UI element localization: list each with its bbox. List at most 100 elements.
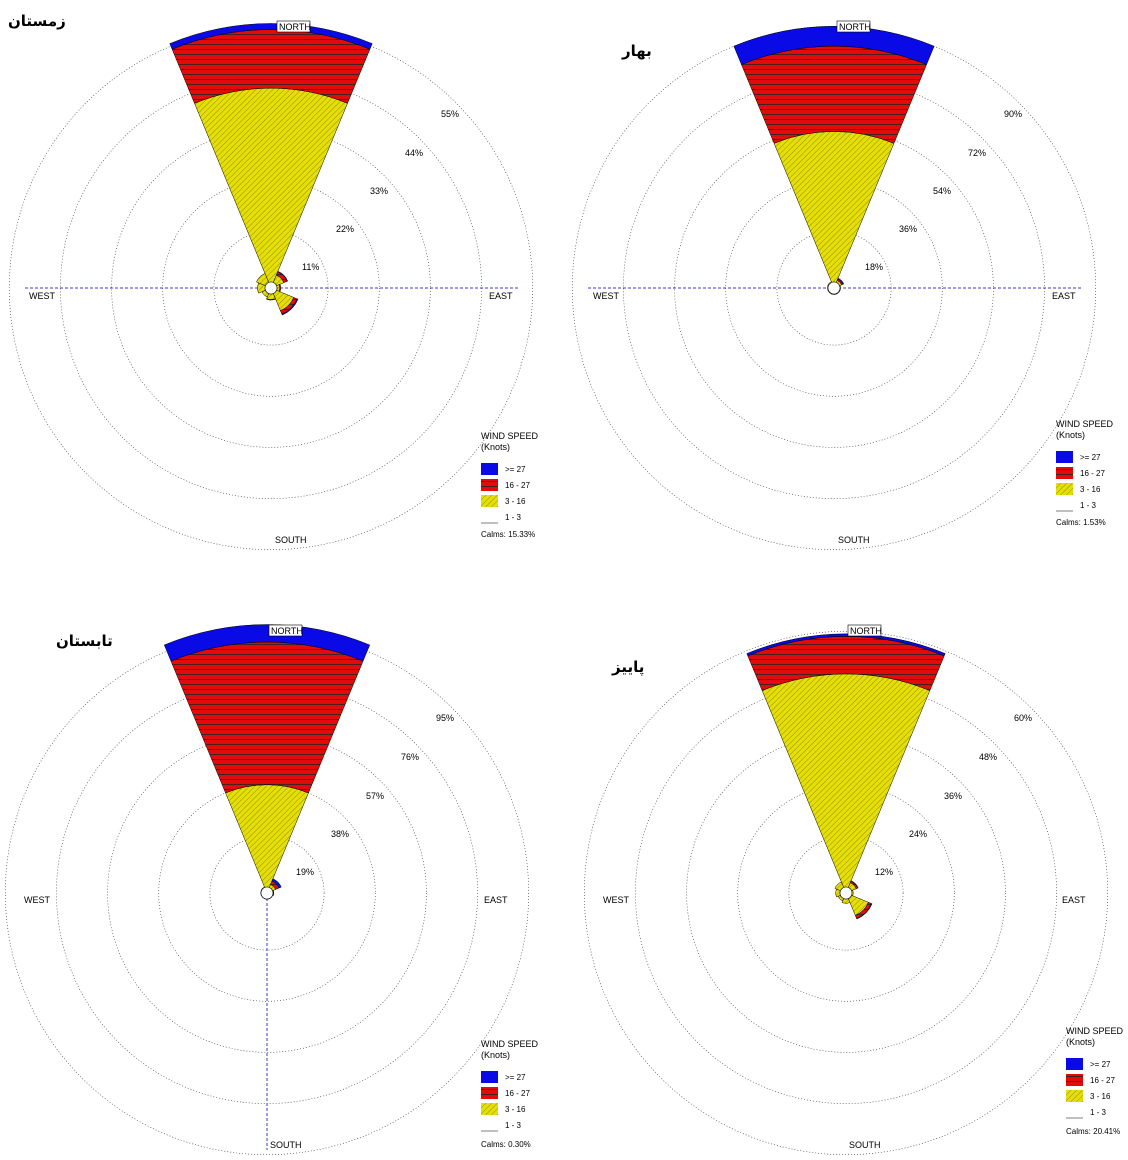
grid-ring xyxy=(623,77,1045,499)
petals-1 xyxy=(169,23,373,316)
petals-3 xyxy=(163,624,371,900)
legend-item: >= 27 xyxy=(1080,453,1101,462)
grid-ring xyxy=(571,25,1097,551)
calm-centre xyxy=(827,281,841,295)
petal-ge27-ne xyxy=(277,270,289,282)
petal-16-27-e xyxy=(272,890,275,896)
legend-swatch-3-16 xyxy=(481,1103,498,1115)
petal-ge27-n xyxy=(733,26,935,65)
petal-16-27-n xyxy=(170,641,364,794)
grid-ring xyxy=(737,784,955,1002)
legend-3: WIND SPEED (Knots) >= 27 16 - 27 3 - 16 … xyxy=(481,1039,539,1149)
east-label-2: EAST xyxy=(1052,291,1076,301)
legend-item: >= 27 xyxy=(505,1073,526,1082)
petals-4 xyxy=(746,633,946,920)
calms-label-4: Calms: 20.41% xyxy=(1066,1127,1120,1136)
legend-item: 16 - 27 xyxy=(505,1089,530,1098)
legend-swatch-16-27 xyxy=(1066,1074,1083,1086)
east-label-1: EAST xyxy=(489,291,513,301)
legend-2: WIND SPEED (Knots) >= 27 16 - 27 3 - 16 … xyxy=(1056,419,1114,527)
petal-3-16-n xyxy=(761,673,931,888)
grid-ring xyxy=(583,630,1109,1156)
legend-title: WIND SPEED xyxy=(481,1039,539,1049)
petal-16-27-n xyxy=(741,45,927,144)
calm-centre xyxy=(839,886,853,900)
wind-rose-panel-1: زمستان 11% 22% 33% 44% 55% NORTH WEST EA… xyxy=(8,12,539,551)
ring-label: 19% xyxy=(296,867,314,877)
north-label-1: NORTH xyxy=(279,22,311,32)
wind-rose-panel-2: بهار 18% 36% 54% 72% 90% NORTH WEST EAST… xyxy=(571,20,1114,551)
east-label-4: EAST xyxy=(1062,895,1086,905)
north-label-3: NORTH xyxy=(271,626,303,636)
ring-label: 90% xyxy=(1004,109,1022,119)
petal-ge27-n xyxy=(169,23,373,50)
season-title-2: بهار xyxy=(621,42,652,60)
ring-label: 57% xyxy=(366,791,384,801)
legend-swatch-ge27 xyxy=(481,1071,498,1083)
petal-16-27-s xyxy=(266,298,276,301)
petal-ge27-se xyxy=(281,298,299,316)
legend-swatch-16-27 xyxy=(1056,467,1073,479)
calms-label-3: Calms: 0.30% xyxy=(481,1140,531,1149)
ring-label: 36% xyxy=(899,224,917,234)
north-label-box-3 xyxy=(268,624,303,637)
legend-item: 16 - 27 xyxy=(1090,1076,1115,1085)
wind-rose-panel-3: تابستان 19% 38% 57% 76% 95% NORTH WEST E… xyxy=(4,624,539,1156)
wind-rose-panel-4: پاییز 12% 24% 36% 48% 60% NORTH WEST EAS… xyxy=(583,624,1124,1156)
legend-swatch-3-16 xyxy=(1056,483,1073,495)
legend-item: 1 - 3 xyxy=(1090,1108,1107,1117)
legend-item: 1 - 3 xyxy=(505,1121,522,1130)
ring-label: 60% xyxy=(1014,713,1032,723)
calms-label-1: Calms: 15.33% xyxy=(481,530,535,539)
south-label-3: SOUTH xyxy=(270,1140,302,1150)
ring-labels-1: 11% 22% 33% 44% 55% xyxy=(302,109,459,272)
petal-ge27-n xyxy=(746,633,946,657)
calm-centre xyxy=(260,886,274,900)
legend-swatch-16-27 xyxy=(481,1087,498,1099)
grid-ring xyxy=(158,784,376,1002)
ring-label: 76% xyxy=(401,752,419,762)
north-label-box-4 xyxy=(847,624,882,637)
legend-item: 3 - 16 xyxy=(1090,1092,1111,1101)
legend-subtitle: (Knots) xyxy=(1056,430,1085,440)
legend-title: WIND SPEED xyxy=(481,431,539,441)
petal-3-16-n xyxy=(773,131,895,283)
legend-subtitle: (Knots) xyxy=(481,442,510,452)
legend-swatch-ge27 xyxy=(1066,1058,1083,1070)
north-label-box-1 xyxy=(276,20,311,33)
ring-label: 38% xyxy=(331,829,349,839)
grid-ring xyxy=(8,25,534,551)
south-label-1: SOUTH xyxy=(275,535,307,545)
calm-centre xyxy=(264,281,278,295)
legend-swatch-ge27 xyxy=(1056,451,1073,463)
west-label-2: WEST xyxy=(593,291,620,301)
petal-ge27-ne xyxy=(271,878,282,889)
legend-title: WIND SPEED xyxy=(1056,419,1114,429)
ring-label: 95% xyxy=(436,713,454,723)
legend-4: WIND SPEED (Knots) >= 27 16 - 27 3 - 16 … xyxy=(1066,1026,1124,1136)
petal-3-16-n xyxy=(194,87,348,283)
ring-label: 48% xyxy=(979,752,997,762)
legend-item: 1 - 3 xyxy=(1080,501,1097,510)
season-title-1: زمستان xyxy=(8,12,66,30)
ring-label: 22% xyxy=(336,224,354,234)
ring-label: 44% xyxy=(405,148,423,158)
grid-ring xyxy=(209,835,325,951)
west-label-1: WEST xyxy=(29,291,56,301)
legend-subtitle: (Knots) xyxy=(1066,1037,1095,1047)
west-label-3: WEST xyxy=(24,895,51,905)
east-label-3: EAST xyxy=(484,895,508,905)
petal-ge27-ne xyxy=(837,277,845,285)
ring-label: 24% xyxy=(909,829,927,839)
petals-2 xyxy=(733,26,935,295)
grid-ring xyxy=(4,630,530,1156)
ring-label: 55% xyxy=(441,109,459,119)
ring-labels-3: 19% 38% 57% 76% 95% xyxy=(296,713,454,877)
legend-item: 16 - 27 xyxy=(505,481,530,490)
north-label-2: NORTH xyxy=(839,22,871,32)
season-title-4: پاییز xyxy=(611,658,644,677)
legend-swatch-16-27 xyxy=(481,479,498,491)
grid-ring xyxy=(635,682,1057,1104)
petal-ge27-se xyxy=(856,903,873,920)
grid-ring xyxy=(213,230,329,346)
